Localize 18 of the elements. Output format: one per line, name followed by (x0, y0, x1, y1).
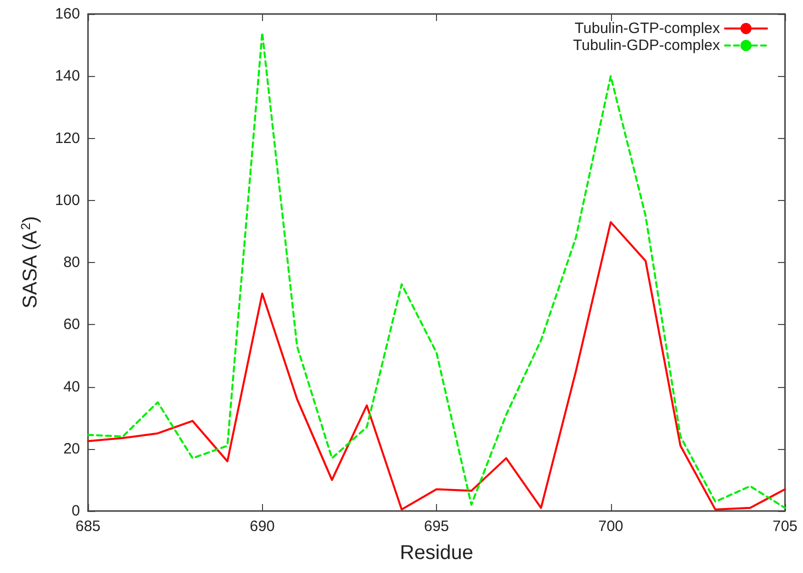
y-tick-label: 60 (63, 316, 80, 334)
x-tick-label: 685 (75, 518, 101, 535)
y-tick-label: 0 (72, 502, 80, 520)
x-tick-label: 690 (250, 518, 275, 535)
y-tick-label: 120 (54, 130, 80, 147)
legend-label: Tubulin-GDP-complex (573, 37, 720, 54)
x-tick-label: 705 (772, 518, 798, 535)
y-tick-label: 20 (63, 440, 80, 458)
y-tick-label: 140 (54, 68, 80, 85)
y-tick-label: 100 (54, 192, 80, 209)
x-tick-label: 695 (424, 518, 450, 535)
y-tick-label: 80 (63, 254, 80, 271)
x-axis-title: Residue (400, 542, 474, 564)
legend-label: Tubulin-GTP-complex (574, 20, 720, 37)
y-tick-label: 160 (54, 6, 80, 22)
x-tick-label: 700 (598, 518, 624, 535)
y-tick-label: 40 (63, 378, 80, 396)
y-axis-title: SASA (A2) (18, 216, 42, 308)
